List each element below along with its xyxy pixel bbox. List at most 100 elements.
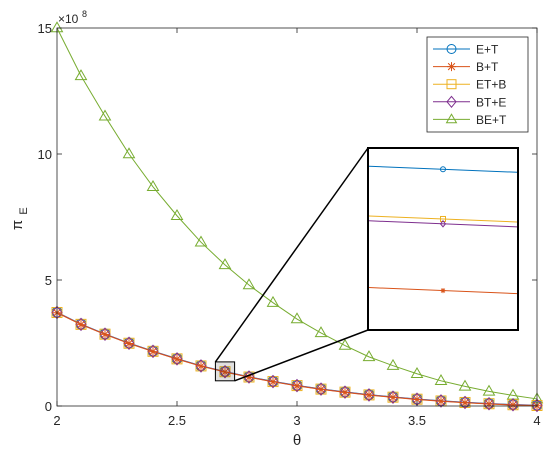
data-point-be-plus-t — [314, 326, 328, 338]
legend-item-be-plus-t: BE+T — [433, 113, 507, 127]
legend-label-e-plus-t: E+T — [476, 43, 499, 57]
legend-items: E+T B+T ET+B BT+E BE+T — [433, 43, 507, 127]
data-point-be-plus-t-shape — [362, 350, 376, 362]
data-point-b-plus-t — [340, 387, 350, 398]
y-axis-label-group: π E — [9, 207, 30, 230]
data-point-bt-plus-e-shape — [435, 394, 447, 408]
data-point-bt-plus-e — [363, 388, 375, 402]
x-tick-label: 2 — [53, 413, 60, 428]
data-point-be-plus-t-shape — [314, 326, 328, 338]
data-point-bt-plus-e — [339, 385, 351, 399]
data-point-b-plus-t — [100, 329, 110, 340]
data-point-be-plus-t — [218, 258, 232, 270]
y-tick-label: 15 — [38, 21, 52, 36]
data-point-be-plus-t-shape — [218, 258, 232, 270]
zoom-layer — [214, 147, 519, 382]
legend-label-b-plus-t: B+T — [476, 60, 499, 74]
data-point-bt-plus-e — [99, 327, 111, 341]
zoom-point-bt-plus-e-shape — [439, 220, 447, 228]
data-point-b-plus-t — [220, 366, 230, 377]
data-point-b-plus-t — [76, 319, 86, 330]
data-point-bt-plus-e — [387, 390, 399, 404]
legend-marker-e-plus-t-shape — [446, 44, 457, 54]
y-tick-label: 5 — [45, 273, 52, 288]
data-point-b-plus-t-shape — [316, 384, 326, 395]
data-point-bt-plus-e-shape — [363, 388, 375, 402]
data-point-bt-plus-e — [243, 370, 255, 384]
data-point-be-plus-t — [170, 208, 184, 220]
data-point-b-plus-t — [412, 394, 422, 405]
legend-marker-et-plus-b-shape — [446, 79, 457, 90]
data-point-bt-plus-e — [171, 352, 183, 366]
series-layer — [50, 21, 544, 413]
data-point-be-plus-t — [266, 295, 280, 307]
data-point-bt-plus-e — [267, 374, 279, 389]
legend-marker-b-plus-t-shape — [447, 62, 456, 72]
data-point-be-plus-t-shape — [458, 379, 472, 391]
series-b-plus-t — [52, 307, 542, 411]
data-point-b-plus-t — [484, 398, 494, 409]
data-point-bt-plus-e-shape — [171, 352, 183, 366]
zoom-connector-top — [214, 147, 369, 363]
data-point-bt-plus-e — [435, 394, 447, 408]
data-point-be-plus-t-shape — [266, 295, 280, 307]
data-point-bt-plus-e-shape — [315, 382, 327, 396]
zoom-inset-box — [367, 147, 519, 331]
data-point-be-plus-t — [146, 180, 160, 192]
data-point-bt-plus-e — [123, 336, 135, 351]
y-axis-label-subscript: E — [18, 207, 30, 214]
data-point-b-plus-t — [268, 376, 278, 387]
y-exponent-power: 8 — [82, 9, 87, 19]
data-point-be-plus-t-shape — [482, 384, 496, 396]
zoom-line-et-plus-b — [368, 215, 518, 223]
data-point-bt-plus-e-shape — [483, 396, 495, 411]
data-point-bt-plus-e-shape — [507, 397, 519, 412]
data-point-b-plus-t-shape — [292, 380, 302, 391]
data-point-bt-plus-e — [195, 359, 207, 373]
data-point-bt-plus-e-shape — [99, 327, 111, 341]
data-point-bt-plus-e — [315, 382, 327, 396]
data-point-be-plus-t — [362, 350, 376, 362]
data-point-bt-plus-e-shape — [195, 359, 207, 373]
legend-label-et-plus-b: ET+B — [476, 78, 506, 92]
data-point-bt-plus-e-shape — [339, 385, 351, 399]
legend-marker-be-plus-t-shape — [445, 113, 458, 124]
data-point-b-plus-t-shape — [268, 376, 278, 387]
data-point-bt-plus-e-shape — [291, 378, 303, 393]
data-point-bt-plus-e — [219, 364, 231, 379]
data-point-bt-plus-e-shape — [243, 370, 255, 384]
x-tick-label: 2.5 — [168, 413, 186, 428]
legend-item-b-plus-t: B+T — [433, 60, 499, 74]
data-point-be-plus-t-shape — [122, 147, 136, 159]
data-point-b-plus-t — [148, 346, 158, 357]
data-point-be-plus-t — [458, 379, 472, 391]
data-point-be-plus-t — [290, 312, 304, 324]
data-point-b-plus-t — [244, 372, 254, 383]
data-point-be-plus-t — [242, 278, 256, 290]
y-exponent-base: ×10 — [58, 12, 79, 26]
zoom-point-b-plus-t — [440, 288, 446, 294]
data-point-bt-plus-e-shape — [147, 344, 159, 359]
data-point-b-plus-t-shape — [76, 319, 86, 330]
legend-label-be-plus-t: BE+T — [476, 113, 507, 127]
data-point-b-plus-t-shape — [388, 392, 398, 403]
legend-item-et-plus-b: ET+B — [433, 78, 506, 92]
zoom-point-b-plus-t-shape — [440, 288, 446, 294]
x-axis-label: θ — [293, 432, 301, 449]
data-point-b-plus-t-shape — [220, 366, 230, 377]
data-point-bt-plus-e-shape — [531, 398, 543, 413]
data-point-b-plus-t-shape — [508, 399, 518, 410]
x-tick-label: 4 — [533, 413, 540, 428]
data-point-bt-plus-e-shape — [387, 390, 399, 404]
zoom-point-bt-plus-e — [439, 220, 447, 228]
data-point-be-plus-t-shape — [194, 235, 208, 247]
data-point-be-plus-t-shape — [170, 208, 184, 220]
legend-marker-b-plus-t — [447, 62, 456, 72]
data-point-b-plus-t-shape — [484, 398, 494, 409]
legend-marker-et-plus-b — [446, 79, 457, 90]
data-point-bt-plus-e-shape — [219, 364, 231, 379]
data-point-b-plus-t — [316, 384, 326, 395]
zoom-line-bt-plus-e — [368, 220, 518, 228]
data-point-bt-plus-e-shape — [123, 336, 135, 351]
data-point-b-plus-t — [124, 338, 134, 349]
